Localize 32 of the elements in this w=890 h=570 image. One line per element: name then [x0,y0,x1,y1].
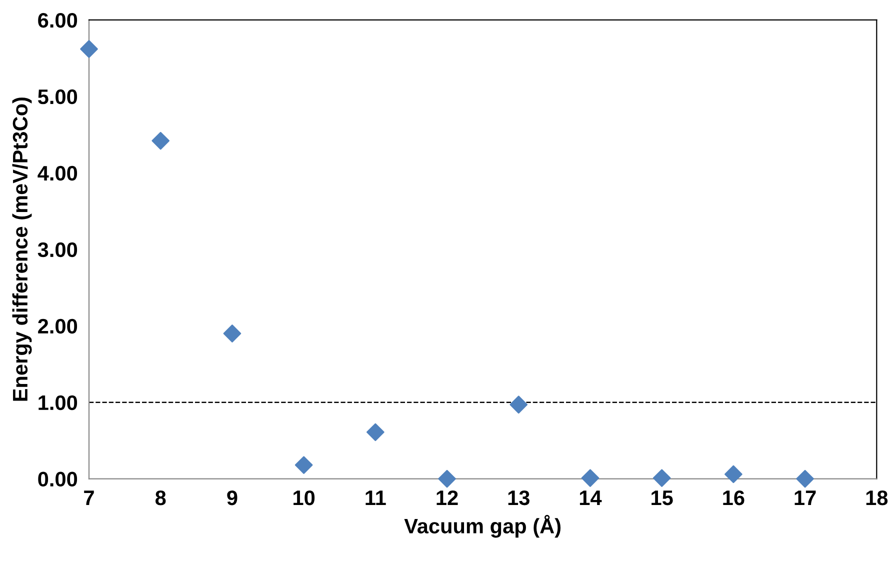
x-tick-label: 12 [436,490,458,506]
x-tick-label: 15 [652,490,673,506]
point [724,465,742,484]
x-axis-title: Vacuum gap (Å) [404,514,561,538]
y-tick-label: 3.00 [38,242,78,258]
y-tick-label: 1.00 [38,395,78,410]
x-tick-label: 18 [866,490,888,506]
x-tick-label: 17 [794,490,816,506]
y-tick-label: 0.00 [38,472,78,487]
point [223,324,242,342]
x-tick-label: 13 [508,490,530,506]
y-tick-label: 5.00 [38,89,78,104]
point [652,469,671,487]
y-axis-title: Energy difference (meV/Pt3Co) [12,98,32,401]
x-tick-label: 7 [84,490,94,506]
point [294,456,313,474]
x-tick-label: 10 [294,490,315,506]
point [366,423,384,442]
y-tick-label: 6.00 [38,12,78,28]
x-tick-label: 9 [227,490,238,506]
point [510,396,528,414]
x-tick-label: 16 [723,490,744,506]
point [581,469,600,487]
point [80,40,98,58]
point [152,132,170,150]
point [796,470,814,488]
point [438,470,456,488]
x-tick-label: 11 [366,490,386,506]
x-tick-label: 14 [580,490,602,506]
x-tick-label: 8 [155,490,166,506]
y-tick-label: 2.00 [38,318,78,334]
y-tick-label: 4.00 [38,166,78,181]
